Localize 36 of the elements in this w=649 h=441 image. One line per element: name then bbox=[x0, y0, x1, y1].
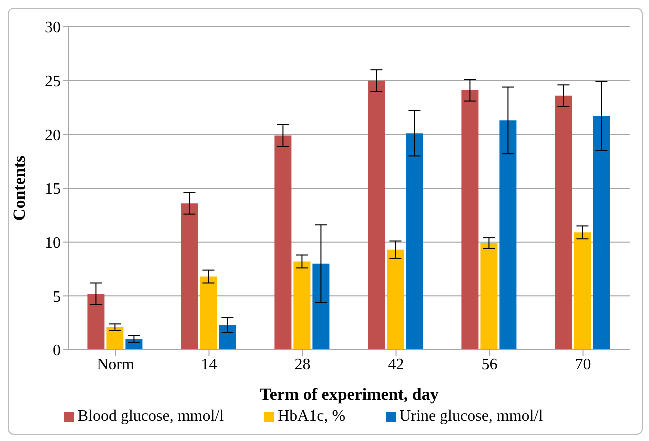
bar bbox=[312, 264, 330, 350]
x-axis-title: Term of experiment, day bbox=[260, 385, 440, 404]
bar bbox=[593, 116, 610, 350]
y-axis-title: Contents bbox=[10, 156, 30, 222]
bar bbox=[126, 339, 143, 350]
x-tick-label: 70 bbox=[575, 356, 592, 374]
y-tick-label: 5 bbox=[53, 288, 61, 306]
x-tick-label: 14 bbox=[201, 356, 218, 374]
bar bbox=[219, 325, 236, 350]
bar bbox=[274, 136, 292, 350]
y-tick-label: 0 bbox=[53, 342, 61, 360]
bar bbox=[462, 90, 479, 350]
bar bbox=[574, 232, 592, 350]
bar bbox=[181, 204, 198, 350]
legend-label: HbA1c, % bbox=[278, 408, 346, 425]
legend-label: Urine glucose, mmol/l bbox=[400, 408, 544, 425]
bar bbox=[480, 243, 498, 350]
bar bbox=[368, 80, 386, 350]
x-tick-label: Norm bbox=[97, 356, 135, 374]
bar bbox=[88, 294, 105, 350]
bar bbox=[555, 96, 572, 350]
y-tick-label: 10 bbox=[45, 235, 61, 252]
y-tick-label: 15 bbox=[45, 181, 61, 198]
bar bbox=[106, 327, 124, 350]
y-tick-label: 20 bbox=[45, 127, 61, 144]
bar bbox=[406, 134, 424, 350]
bar bbox=[387, 250, 404, 350]
x-tick-label: 42 bbox=[388, 356, 404, 374]
y-tick-label: 30 bbox=[45, 20, 61, 37]
x-tick-label: 56 bbox=[482, 356, 498, 374]
bar bbox=[500, 120, 517, 350]
bar bbox=[200, 276, 218, 350]
x-tick-label: 28 bbox=[294, 356, 311, 374]
legend-label: Blood glucose, mmol/l bbox=[78, 408, 224, 425]
y-tick-label: 25 bbox=[45, 74, 61, 91]
bar bbox=[294, 262, 311, 350]
